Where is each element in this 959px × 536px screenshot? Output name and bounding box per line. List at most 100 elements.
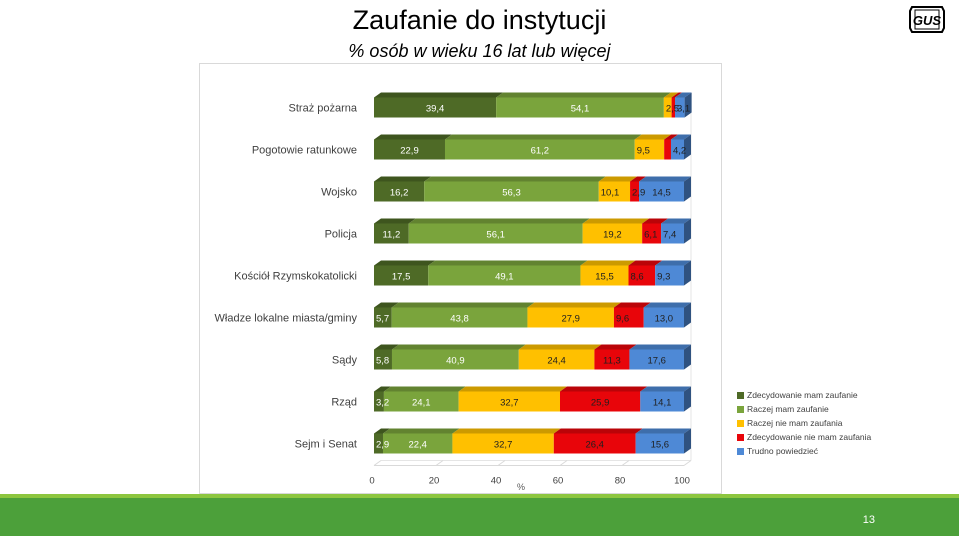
x-tick-label: 0 bbox=[369, 476, 374, 487]
category-label-straz-pozarna: Straż pożarna bbox=[289, 103, 358, 115]
category-label-wladze-lokalne-miasta-gminy: Władze lokalne miasta/gminy bbox=[215, 313, 358, 325]
bar-segment-kosciol-rzymskokatolicki-5 bbox=[655, 260, 691, 286]
bar-side-pogotowie-ratunkowe bbox=[684, 134, 691, 160]
bar-segment-pogotowie-ratunkowe-4 bbox=[664, 134, 678, 160]
legend-item-raczej-nie-mam-zaufania: Raczej nie mam zaufania bbox=[737, 418, 843, 428]
data-label-straz-pozarna-1: 39,4 bbox=[426, 104, 445, 115]
bar-segment-policja-3 bbox=[582, 218, 650, 244]
data-label-rzad-1: 3,2 bbox=[376, 398, 389, 409]
bar-segment-sejm-i-senat-2 bbox=[382, 428, 460, 454]
bar-side-straz-pozarna bbox=[684, 92, 692, 118]
data-label-wojsko-5: 14,5 bbox=[652, 188, 671, 199]
page-title: Zaufanie do instytucji bbox=[352, 5, 607, 35]
legend-swatch bbox=[737, 448, 744, 455]
category-label-sady: Sądy bbox=[332, 355, 358, 367]
x-tick-label: 100 bbox=[674, 476, 690, 487]
bar-side-wojsko bbox=[684, 176, 691, 202]
bar-segment-wojsko-1 bbox=[374, 176, 432, 202]
data-label-kosciol-rzymskokatolicki-5: 9,3 bbox=[657, 272, 670, 283]
data-label-straz-pozarna-5: 3,1 bbox=[677, 104, 690, 115]
legend-label: Raczej mam zaufanie bbox=[747, 404, 829, 414]
data-label-sejm-i-senat-5: 15,6 bbox=[651, 440, 670, 451]
stacked-bar-chart: 39,4 54,1 2,53,1 22,9 61,2 9,5 4,2 16,2 56,3 10,1… bbox=[215, 92, 872, 492]
category-label-sejm-i-senat: Sejm i Senat bbox=[295, 439, 357, 451]
data-label-wladze-lokalne-miasta-gminy-2: 43,8 bbox=[450, 314, 469, 325]
category-label-rzad: Rząd bbox=[331, 397, 357, 409]
data-label-kosciol-rzymskokatolicki-3: 15,5 bbox=[595, 272, 614, 283]
legend-item-raczej-mam-zaufanie: Raczej mam zaufanie bbox=[737, 404, 829, 414]
gus-logo: GUS bbox=[909, 6, 945, 33]
bar-segment-rzad-5 bbox=[640, 386, 691, 412]
bar-segment-straz-pozarna-3 bbox=[663, 92, 679, 118]
data-label-sady-5: 17,6 bbox=[647, 356, 666, 367]
x-tick-label: 80 bbox=[615, 476, 626, 487]
bar-side-rzad bbox=[684, 386, 691, 412]
data-label-pogotowie-ratunkowe-2: 61,2 bbox=[531, 146, 550, 157]
category-label-kosciol-rzymskokatolicki: Kościół Rzymskokatolicki bbox=[234, 271, 357, 283]
bar-side-sady bbox=[684, 344, 691, 370]
bar-segment-kosciol-rzymskokatolicki-3 bbox=[580, 260, 636, 286]
category-label-wojsko: Wojsko bbox=[321, 187, 357, 199]
data-label-wladze-lokalne-miasta-gminy-1: 5,7 bbox=[376, 314, 389, 325]
x-axis-ticks: 0 20 40 60 80 100 bbox=[369, 476, 690, 487]
bar-segment-sejm-i-senat-3 bbox=[452, 428, 561, 454]
x-tick-label: 60 bbox=[553, 476, 564, 487]
data-label-straz-pozarna-3: 2,5 bbox=[666, 104, 679, 115]
bar-segment-pogotowie-ratunkowe-3 bbox=[634, 134, 672, 160]
data-label-kosciol-rzymskokatolicki-4: 8,6 bbox=[631, 272, 644, 283]
category-label-policja: Policja bbox=[325, 229, 358, 241]
data-label-wojsko-4: 2,9 bbox=[632, 188, 645, 199]
bar-segment-kosciol-rzymskokatolicki-4 bbox=[628, 260, 663, 286]
bar-segment-straz-pozarna-5 bbox=[675, 92, 692, 118]
bar-side-wladze-lokalne-miasta-gminy bbox=[684, 302, 691, 328]
data-label-sady-1: 5,8 bbox=[376, 356, 389, 367]
legend-item-zdecydowanie-nie-mam-zaufania: Zdecydowanie nie mam zaufania bbox=[737, 432, 872, 442]
legend-label: Raczej nie mam zaufania bbox=[747, 418, 843, 428]
legend-label: Zdecydowanie mam zaufanie bbox=[747, 390, 858, 400]
bar-segment-wojsko-4 bbox=[630, 176, 647, 202]
data-label-rzad-5: 14,1 bbox=[653, 398, 672, 409]
data-label-rzad-4: 25,9 bbox=[591, 398, 610, 409]
bar-segment-kosciol-rzymskokatolicki-1 bbox=[374, 260, 436, 286]
data-label-straz-pozarna-2: 54,1 bbox=[571, 104, 590, 115]
chart-legend: Zdecydowanie mam zaufanie Raczej mam zauf… bbox=[737, 390, 872, 456]
x-tick-label: 40 bbox=[491, 476, 502, 487]
bar-segment-rzad-4 bbox=[560, 386, 648, 412]
bar-segment-kosciol-rzymskokatolicki-2 bbox=[428, 260, 588, 286]
data-label-sejm-i-senat-3: 32,7 bbox=[494, 440, 513, 451]
data-label-kosciol-rzymskokatolicki-1: 17,5 bbox=[392, 272, 411, 283]
bar-segment-straz-pozarna-2 bbox=[496, 92, 671, 118]
bar-segment-sady-5 bbox=[629, 344, 691, 370]
data-label-sejm-i-senat-1: 2,9 bbox=[376, 440, 389, 451]
legend-swatch bbox=[737, 392, 744, 399]
bar-segment-policja-2 bbox=[408, 218, 590, 244]
page-number: 13 bbox=[862, 514, 875, 526]
data-label-wojsko-2: 56,3 bbox=[502, 188, 521, 199]
data-label-policja-5: 7,4 bbox=[663, 230, 676, 241]
bar-segment-pogotowie-ratunkowe-2 bbox=[444, 134, 642, 160]
x-axis-label: % bbox=[517, 482, 525, 492]
legend-label: Trudno powiedzieć bbox=[747, 446, 819, 456]
data-label-pogotowie-ratunkowe-3: 9,5 bbox=[637, 146, 650, 157]
bar-segment-sejm-i-senat-5 bbox=[635, 428, 691, 454]
legend-item-trudno-powiedziec: Trudno powiedzieć bbox=[737, 446, 819, 456]
data-label-wladze-lokalne-miasta-gminy-4: 9,6 bbox=[616, 314, 629, 325]
bar-segment-sady-1 bbox=[374, 344, 399, 370]
data-label-sady-4: 11,3 bbox=[603, 356, 621, 367]
bar-segment-rzad-1 bbox=[374, 386, 391, 412]
data-label-rzad-2: 24,1 bbox=[412, 398, 431, 409]
bar-segment-pogotowie-ratunkowe-5 bbox=[670, 134, 691, 160]
bar-segment-policja-4 bbox=[642, 218, 669, 244]
chart-bars: 39,4 54,1 2,53,1 22,9 61,2 9,5 4,2 16,2 56,3 10,1… bbox=[374, 92, 692, 454]
bar-segment-sady-4 bbox=[594, 344, 637, 370]
data-label-pogotowie-ratunkowe-1: 22,9 bbox=[400, 146, 419, 157]
chart-area: 39,4 54,1 2,5 3,1 22,9 61,2 9,5 4,2 16,2 56,3 10,1… bbox=[199, 63, 872, 494]
data-label-pogotowie-ratunkowe-5: 4,2 bbox=[673, 146, 686, 157]
data-label-sejm-i-senat-4: 26,4 bbox=[585, 440, 604, 451]
x-tick-label: 20 bbox=[429, 476, 440, 487]
bar-side-sejm-i-senat bbox=[684, 428, 691, 454]
bar-segment-policja-5 bbox=[661, 218, 691, 244]
footer-accent-line bbox=[0, 494, 959, 498]
data-label-wladze-lokalne-miasta-gminy-5: 13,0 bbox=[655, 314, 674, 325]
category-labels: Straż pożarna Pogotowie ratunkowe Wojsko Po… bbox=[215, 103, 358, 451]
